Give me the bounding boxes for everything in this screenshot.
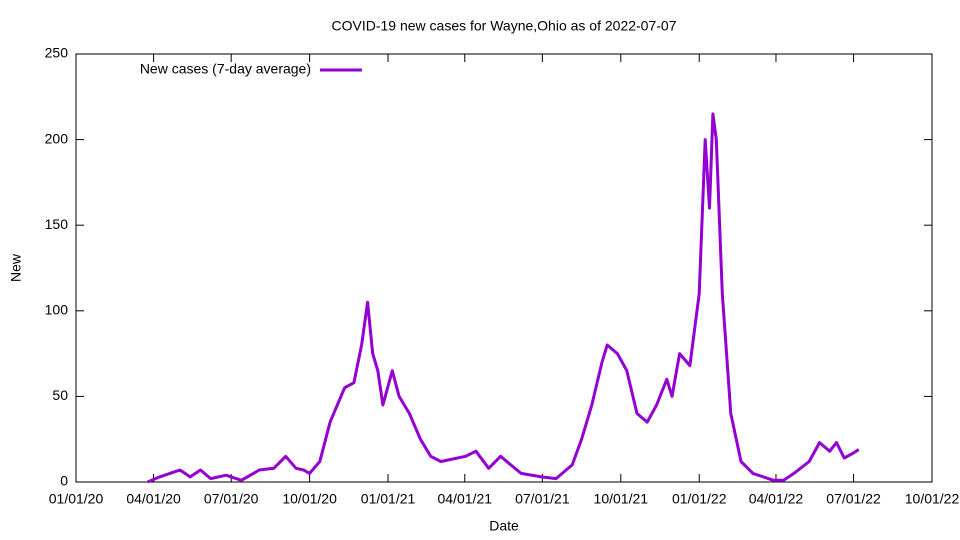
legend-label: New cases (7-day average) xyxy=(140,61,311,77)
x-tick-label: 10/01/20 xyxy=(282,491,337,507)
y-tick-label: 150 xyxy=(45,216,69,232)
x-tick-label: 01/01/21 xyxy=(361,491,416,507)
y-tick-label: 0 xyxy=(60,473,68,489)
series-line xyxy=(147,112,860,484)
x-axis-label: Date xyxy=(489,518,519,534)
x-tick-label: 04/01/21 xyxy=(438,491,493,507)
x-tick-label: 07/01/22 xyxy=(826,491,881,507)
plot-frame xyxy=(75,53,933,483)
chart-title: COVID-19 new cases for Wayne,Ohio as of … xyxy=(332,18,677,34)
x-tick-label: 10/01/22 xyxy=(905,491,960,507)
y-tick-label: 250 xyxy=(45,45,69,61)
x-tick-label: 01/01/20 xyxy=(49,491,104,507)
x-tick-label: 10/01/21 xyxy=(594,491,649,507)
y-tick-label: 50 xyxy=(52,387,68,403)
y-tick-label: 100 xyxy=(45,302,69,318)
x-tick-label: 07/01/21 xyxy=(515,491,570,507)
y-tick-label: 200 xyxy=(45,130,69,146)
x-tick-label: 07/01/20 xyxy=(204,491,259,507)
x-tick-label: 01/01/22 xyxy=(672,491,727,507)
x-tick-label: 04/01/22 xyxy=(749,491,804,507)
x-tick-label: 04/01/20 xyxy=(126,491,181,507)
y-axis-label: New xyxy=(8,253,24,282)
